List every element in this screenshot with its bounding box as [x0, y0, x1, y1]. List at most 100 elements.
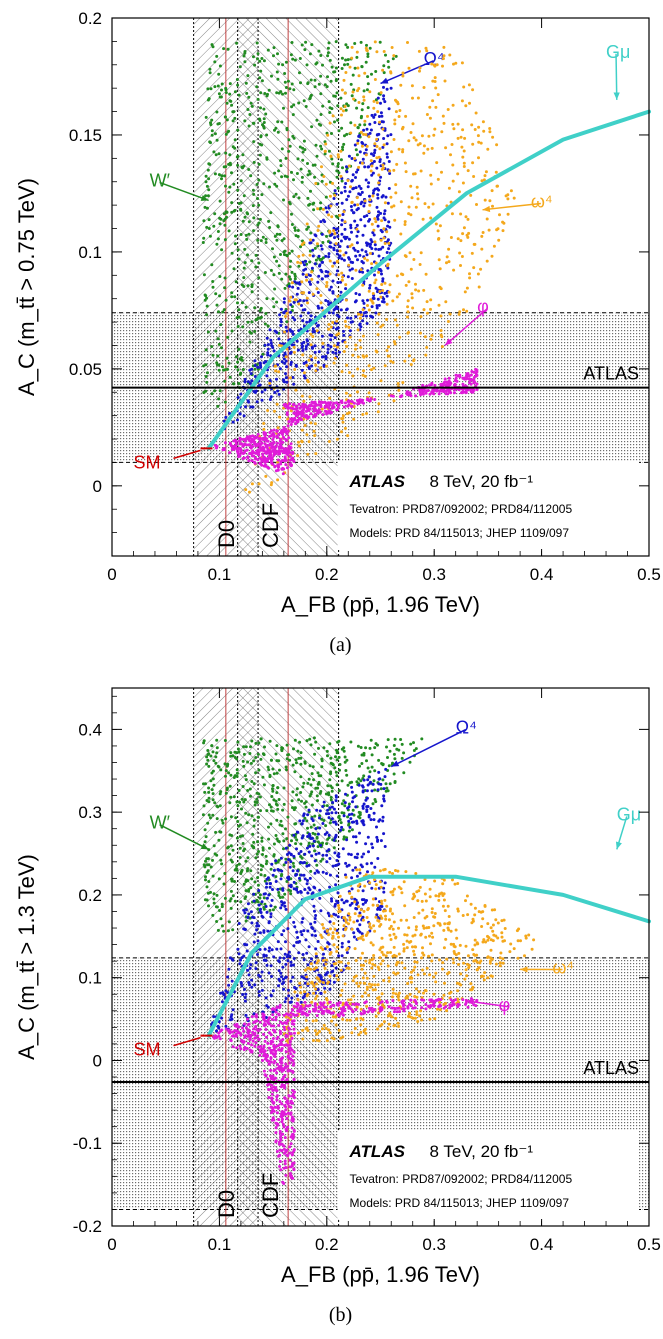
model-point [325, 412, 329, 416]
model-point [346, 783, 350, 787]
model-point [250, 739, 254, 743]
model-point [296, 157, 300, 161]
model-point [344, 71, 348, 74]
model-point [317, 306, 321, 310]
model-point [266, 439, 270, 443]
model-point [428, 105, 432, 109]
model-point [292, 345, 296, 349]
model-point [264, 438, 268, 442]
model-point [335, 774, 339, 778]
model-point [371, 782, 375, 786]
model-point [328, 885, 332, 889]
model-point [275, 818, 279, 822]
model-point [339, 158, 343, 162]
model-point [338, 894, 342, 898]
model-point [385, 294, 389, 298]
model-point [378, 120, 381, 124]
model-point [280, 147, 284, 151]
model-point [223, 739, 227, 742]
model-point [481, 231, 485, 234]
model-point [216, 230, 220, 233]
model-point [252, 160, 256, 164]
model-point [237, 308, 241, 312]
model-point [337, 403, 341, 407]
model-point [308, 888, 312, 892]
model-point [356, 402, 360, 406]
model-point [314, 954, 318, 958]
model-point [377, 248, 381, 251]
model-point [317, 254, 321, 258]
model-point [466, 235, 470, 239]
model-point [523, 954, 526, 958]
model-point [284, 325, 288, 329]
model-point [360, 819, 364, 823]
model-point [286, 959, 290, 963]
model-point [253, 800, 257, 804]
model-arrow [159, 181, 209, 202]
model-point [253, 391, 257, 394]
model-point [347, 813, 351, 817]
model-point [280, 360, 284, 364]
model-point [319, 301, 323, 305]
model-point [332, 820, 336, 824]
model-point [210, 118, 214, 122]
model-point [258, 931, 262, 935]
model-point [227, 229, 231, 233]
model-point [313, 233, 317, 237]
model-point [316, 1031, 320, 1035]
model-point [471, 919, 475, 923]
model-point [313, 85, 317, 89]
model-point [423, 972, 426, 976]
model-point [349, 226, 353, 230]
model-point [469, 982, 473, 986]
model-point [256, 365, 260, 369]
model-point [392, 1024, 396, 1028]
model-point [359, 779, 363, 783]
model-point [398, 335, 402, 339]
model-point [237, 257, 241, 261]
model-point [222, 882, 226, 886]
model-point [289, 363, 293, 366]
model-point [253, 932, 257, 936]
model-point [290, 249, 294, 253]
model-point [248, 434, 252, 438]
model-point [227, 771, 231, 775]
model-point [354, 315, 358, 319]
model-point [206, 87, 210, 91]
model-point [274, 880, 278, 883]
model-point [350, 1031, 354, 1035]
model-point [336, 104, 340, 108]
model-point [446, 320, 450, 323]
model-point [317, 774, 321, 778]
model-point [361, 283, 365, 287]
model-point [344, 182, 348, 185]
model-point [282, 237, 286, 241]
model-point [279, 90, 283, 94]
model-point [480, 234, 484, 238]
model-point [371, 191, 375, 195]
model-point [291, 316, 295, 320]
model-point [337, 332, 341, 336]
model-point [243, 987, 246, 991]
model-point [394, 54, 398, 58]
model-point [294, 987, 298, 991]
model-point [328, 778, 332, 782]
model-point [353, 123, 357, 127]
model-point [233, 208, 237, 212]
model-point [204, 115, 208, 119]
model-point [282, 459, 286, 463]
model-point [427, 205, 431, 209]
model-point [321, 857, 325, 861]
model-point [262, 427, 266, 431]
model-point [381, 959, 385, 963]
model-point [256, 57, 259, 61]
model-point [453, 882, 457, 886]
model-point [257, 815, 260, 819]
model-point [333, 927, 337, 931]
model-point [207, 752, 211, 756]
model-point [292, 411, 296, 415]
model-point [306, 311, 310, 315]
model-point [377, 402, 381, 406]
model-point [239, 872, 243, 875]
model-point [323, 990, 327, 994]
